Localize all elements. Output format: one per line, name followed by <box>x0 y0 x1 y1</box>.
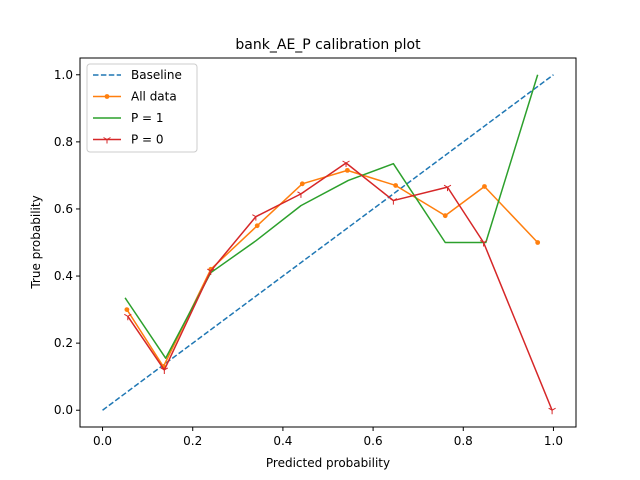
x-tick-label: 1.0 <box>544 434 563 448</box>
data-point <box>548 407 556 415</box>
x-tick-label: 0.6 <box>364 434 383 448</box>
series-line-p-1 <box>124 74 539 359</box>
data-point <box>124 313 132 321</box>
data-point <box>124 307 130 312</box>
data-point <box>482 184 487 189</box>
legend-marker <box>103 137 111 144</box>
legend-label: P = 0 <box>131 133 164 147</box>
data-point <box>479 240 488 247</box>
y-tick-label: 0.6 <box>54 202 73 216</box>
data-point <box>299 181 305 187</box>
legend-entry: P = 1 <box>93 111 164 125</box>
series-layer <box>102 74 556 415</box>
data-point <box>297 191 305 198</box>
y-tick-label: 0.8 <box>54 135 73 149</box>
legend: Baseline All data P = 1 P = 0 <box>86 63 198 153</box>
series-baseline <box>102 74 554 411</box>
data-point <box>535 240 541 245</box>
x-tick-label: 0.4 <box>273 434 292 448</box>
x-tick-label: 0.2 <box>183 434 202 448</box>
series-line-p-0 <box>127 162 553 411</box>
legend-entry: All data <box>93 90 177 104</box>
legend-entry: Baseline <box>93 68 182 82</box>
y-tick-label: 0.2 <box>54 336 73 350</box>
y-tick-label: 0.0 <box>54 403 73 417</box>
legend-box <box>86 63 198 153</box>
y-tick-label: 1.0 <box>54 68 73 82</box>
data-point <box>342 160 350 167</box>
y-axis-ticks: 0.0 0.2 0.4 0.6 0.8 1.0 <box>54 68 80 417</box>
x-axis-label: Predicted probability <box>266 456 390 470</box>
x-tick-label: 0.8 <box>454 434 473 448</box>
data-point <box>254 223 260 229</box>
series-line-baseline <box>102 74 554 411</box>
legend-entries: Baseline All data P = 1 P = 0 <box>93 68 182 147</box>
data-point <box>344 167 350 173</box>
legend-label: All data <box>131 90 177 104</box>
legend-marker <box>104 94 110 99</box>
chart-title: bank_AE_P calibration plot <box>235 37 421 53</box>
data-point <box>393 183 399 188</box>
y-axis-label: True probability <box>29 195 43 289</box>
x-axis-ticks: 0.0 0.2 0.4 0.6 0.8 1.0 <box>93 427 563 448</box>
data-point <box>252 214 260 221</box>
legend-label: Baseline <box>131 68 182 82</box>
series-p-0 <box>124 160 556 415</box>
data-point <box>442 213 448 219</box>
data-point <box>207 268 215 276</box>
data-point <box>160 367 169 374</box>
legend-label: P = 1 <box>131 111 164 125</box>
y-tick-label: 0.4 <box>54 269 73 283</box>
legend-entry: P = 0 <box>93 133 164 147</box>
x-tick-label: 0.0 <box>93 434 112 448</box>
series-p-1 <box>124 74 539 359</box>
data-point <box>389 198 398 205</box>
data-point <box>443 184 452 192</box>
